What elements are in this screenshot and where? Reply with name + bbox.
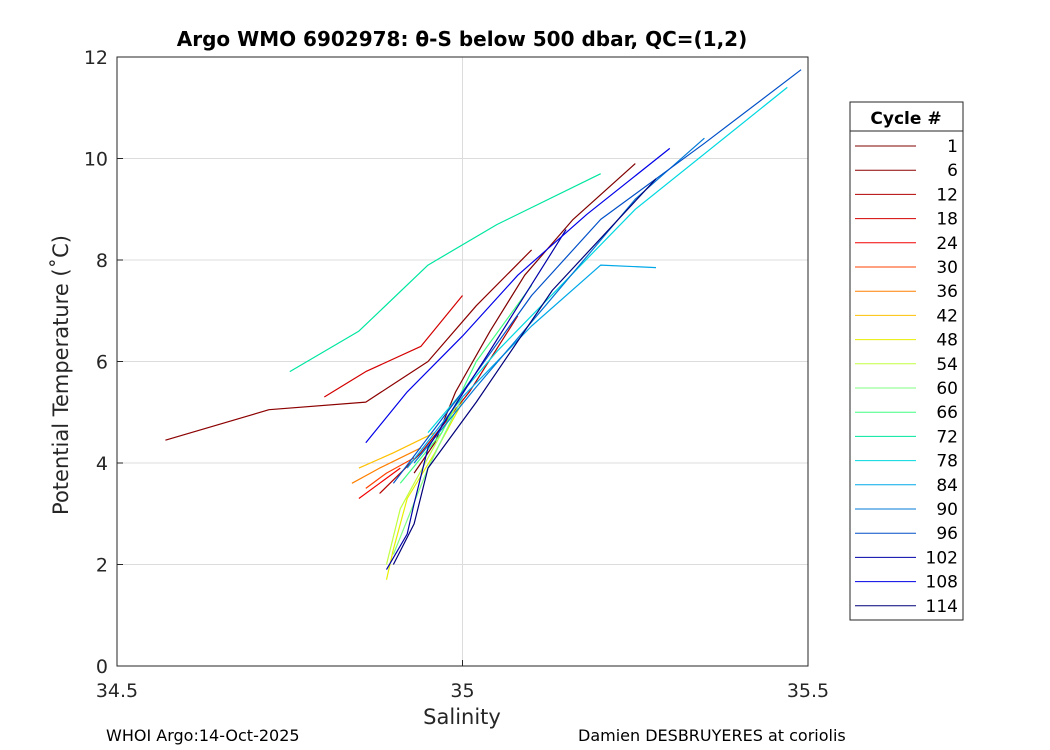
legend-label-cycle-78: 78	[936, 452, 958, 472]
legend-label-cycle-108: 108	[926, 573, 958, 593]
y-tick-label: 4	[96, 453, 108, 475]
legend-label-cycle-6: 6	[947, 161, 958, 181]
x-tick-label: 35.5	[787, 680, 829, 702]
series-line-cycle-42	[358, 432, 436, 469]
legend-label-cycle-60: 60	[936, 379, 958, 399]
axis-ticks: 34.5 35 35.5 0 2 4 6 8 10 12	[84, 47, 829, 702]
series-line-cycle-24	[358, 467, 401, 499]
series-line-cycle-102	[385, 229, 567, 570]
series-line-cycle-1	[413, 163, 636, 474]
legend-label-cycle-96: 96	[936, 524, 958, 544]
legend-label-cycle-42: 42	[936, 306, 958, 326]
y-tick-label: 12	[84, 47, 108, 69]
series-line-cycle-18	[323, 295, 463, 398]
series-line-cycle-72	[289, 173, 601, 373]
series-line-cycle-114	[392, 178, 657, 565]
series-line-cycle-12	[379, 315, 519, 494]
y-tick-label: 0	[96, 656, 108, 678]
y-axis-title: Potential Temperature (˚C)	[49, 235, 73, 515]
legend-title: Cycle #	[870, 109, 941, 129]
chart-title: Argo WMO 6902978: θ-S below 500 dbar, QC…	[177, 27, 747, 51]
y-tick-label: 2	[96, 555, 108, 577]
grid-lines	[117, 57, 808, 666]
legend-label-cycle-66: 66	[936, 403, 958, 423]
series-line-cycle-108	[365, 147, 671, 444]
series-line-cycle-90	[413, 137, 705, 464]
data-series	[165, 69, 802, 580]
series-line-cycle-6	[165, 249, 533, 441]
legend-label-cycle-102: 102	[926, 548, 958, 568]
legend-label-cycle-84: 84	[936, 476, 958, 496]
footer-right: Damien DESBRUYERES at coriolis	[578, 726, 846, 745]
legend-entries: 1 6 12 18 24 30 36 42 48 54 60 66 72 78 84 90 96 102 108 11…	[855, 137, 958, 617]
legend-label-cycle-54: 54	[936, 355, 958, 375]
legend-label-cycle-72: 72	[936, 427, 958, 447]
legend-label-cycle-1: 1	[947, 137, 958, 157]
y-tick-label: 6	[96, 352, 108, 374]
legend-label-cycle-12: 12	[936, 185, 958, 205]
legend: Cycle # 1 6 12 18 24 30 36 42 48 54 60 66 72 78 84 90 96…	[849, 101, 964, 621]
y-tick-label: 10	[84, 149, 108, 171]
x-tick-label: 34.5	[96, 680, 138, 702]
series-line-cycle-30	[365, 457, 415, 489]
series-line-cycle-96	[392, 69, 802, 484]
series-line-cycle-84	[406, 264, 657, 469]
legend-label-cycle-24: 24	[936, 234, 958, 254]
legend-label-cycle-30: 30	[936, 258, 958, 278]
footer-left: WHOI Argo:14-Oct-2025	[106, 726, 300, 745]
x-axis-title: Salinity	[423, 705, 501, 729]
legend-label-cycle-90: 90	[936, 500, 958, 520]
x-tick-label: 35	[450, 680, 474, 702]
legend-label-cycle-48: 48	[936, 331, 958, 351]
legend-label-cycle-36: 36	[936, 282, 958, 302]
legend-label-cycle-114: 114	[926, 597, 958, 617]
legend-label-cycle-18: 18	[936, 210, 958, 230]
series-line-cycle-36	[351, 447, 422, 484]
y-tick-label: 8	[96, 250, 108, 272]
